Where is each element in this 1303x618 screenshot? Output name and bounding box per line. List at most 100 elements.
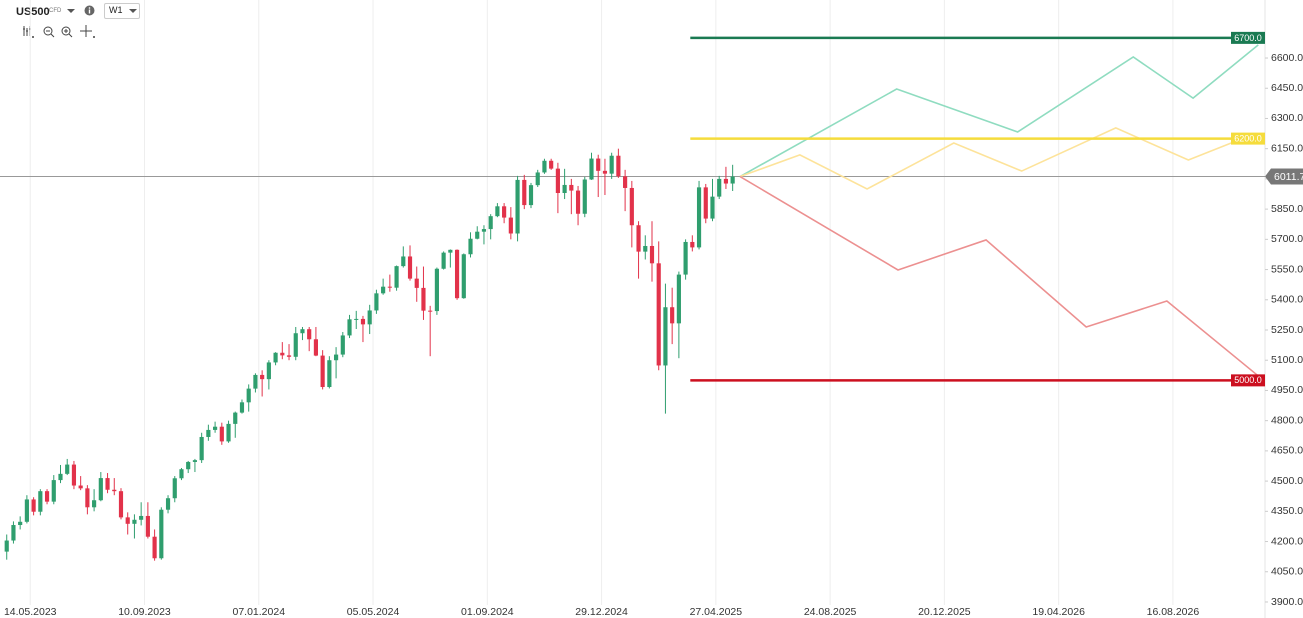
candle-body bbox=[528, 185, 534, 206]
candle-body bbox=[703, 187, 708, 219]
y-tick-label: 5400.0 bbox=[1271, 294, 1303, 306]
dropdown-arrow bbox=[129, 9, 137, 13]
candle-body bbox=[18, 521, 23, 526]
candle-body bbox=[656, 263, 661, 366]
x-tick-label: 16.08.2026 bbox=[1147, 606, 1200, 618]
candle-body bbox=[85, 488, 90, 508]
candle-body bbox=[670, 307, 675, 324]
candle-body bbox=[253, 374, 258, 389]
y-tick-label: 6450.0 bbox=[1271, 82, 1303, 94]
candle-body bbox=[717, 178, 722, 197]
dropdown-arrow[interactable] bbox=[66, 7, 76, 15]
timeframe-select[interactable]: W1 bbox=[104, 3, 140, 19]
candle-body bbox=[44, 491, 50, 502]
candle-body bbox=[401, 256, 406, 267]
candle-body bbox=[125, 517, 130, 524]
candle-body bbox=[280, 352, 285, 356]
candle-body bbox=[454, 249, 460, 299]
candle-body bbox=[596, 158, 601, 171]
x-tick-label: 20.12.2025 bbox=[918, 606, 971, 618]
info-icon[interactable] bbox=[84, 5, 95, 16]
candle-body bbox=[105, 478, 110, 490]
candle-body bbox=[273, 352, 278, 363]
candle-body bbox=[649, 245, 655, 264]
y-tick-label: 4350.0 bbox=[1271, 505, 1303, 517]
candle-body bbox=[428, 310, 433, 312]
candle-body bbox=[663, 307, 668, 366]
candle-body bbox=[488, 216, 493, 230]
candle-body bbox=[226, 423, 231, 442]
scenario-line bbox=[739, 44, 1259, 178]
x-tick-label: 19.04.2026 bbox=[1032, 606, 1085, 618]
candle-body bbox=[172, 478, 177, 499]
current-price-label: 6011.7 bbox=[1274, 171, 1303, 183]
candle-body bbox=[38, 491, 43, 512]
candle-body bbox=[535, 172, 540, 186]
level-label: 5000.0 bbox=[1234, 375, 1262, 385]
candle-body bbox=[360, 318, 366, 325]
candle-body bbox=[508, 217, 513, 234]
y-tick-label: 4200.0 bbox=[1271, 535, 1303, 547]
candle-body bbox=[387, 286, 392, 288]
candle-body bbox=[58, 473, 63, 481]
candle-body bbox=[159, 509, 164, 559]
level-label-box bbox=[1231, 374, 1265, 387]
candle-body bbox=[246, 388, 251, 403]
candle-body bbox=[441, 252, 446, 269]
candle-body bbox=[192, 460, 198, 462]
candle-body bbox=[569, 184, 574, 191]
candle-body bbox=[683, 241, 688, 275]
candle-body bbox=[300, 329, 305, 334]
candle-body bbox=[623, 176, 628, 188]
candle-body bbox=[112, 489, 117, 492]
candle-body bbox=[219, 426, 224, 442]
timeframe: W1 bbox=[109, 5, 123, 15]
y-tick-label: 4800.0 bbox=[1271, 414, 1303, 426]
candle-body bbox=[354, 318, 359, 320]
x-tick-label: 24.08.2025 bbox=[804, 606, 857, 618]
candle-body bbox=[118, 491, 124, 518]
candle-body bbox=[434, 268, 439, 312]
candle-body bbox=[475, 231, 480, 239]
candle-body bbox=[333, 354, 339, 361]
x-tick-label: 14.05.2023 bbox=[4, 606, 57, 618]
x-tick-label: 27.04.2025 bbox=[690, 606, 743, 618]
x-tick-label: 05.05.2024 bbox=[347, 606, 400, 618]
candle-body bbox=[340, 335, 345, 355]
toolbar: US500 CFD W1 bbox=[0, 0, 1303, 44]
x-tick-label: 07.01.2024 bbox=[232, 606, 285, 618]
candle-body bbox=[555, 168, 560, 194]
symbol[interactable]: US500 bbox=[16, 6, 50, 18]
candle-body bbox=[320, 355, 325, 388]
candle-body bbox=[213, 426, 218, 430]
candle-body bbox=[98, 478, 103, 501]
candle-body bbox=[78, 485, 83, 489]
candle-body bbox=[602, 170, 608, 174]
candle-body bbox=[502, 206, 507, 218]
candle-body bbox=[313, 339, 318, 356]
candle-body bbox=[421, 287, 426, 311]
candle-body bbox=[65, 464, 70, 474]
chart-tools[interactable] bbox=[20, 24, 100, 40]
level-label: 6700.0 bbox=[1234, 33, 1262, 43]
candle-body bbox=[690, 241, 695, 248]
candle-body bbox=[730, 176, 735, 184]
candle-body bbox=[186, 461, 191, 470]
y-tick-label: 5250.0 bbox=[1271, 324, 1303, 336]
candle-body bbox=[562, 184, 567, 194]
candle-body bbox=[495, 206, 500, 217]
candle-body bbox=[139, 515, 144, 520]
current-price-tag bbox=[1265, 168, 1303, 185]
y-tick-label: 5700.0 bbox=[1271, 233, 1303, 245]
y-tick-label: 6600.0 bbox=[1271, 52, 1303, 64]
candle-body bbox=[629, 187, 634, 226]
candle-body bbox=[643, 245, 648, 252]
candle-body bbox=[481, 229, 487, 232]
candle-body bbox=[266, 362, 271, 380]
candle-body bbox=[367, 310, 372, 325]
candle-body bbox=[132, 519, 137, 524]
candle-body bbox=[522, 179, 527, 206]
candle-body bbox=[31, 499, 36, 512]
candle-body bbox=[206, 429, 211, 437]
